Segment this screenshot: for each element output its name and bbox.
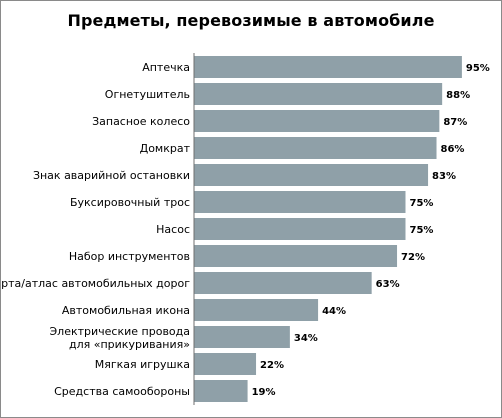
value-label-8: 72% [401,252,425,263]
value-label-2: 88% [446,90,470,101]
value-label-12: 22% [260,360,284,371]
category-label-8: Набор инструментов [69,250,190,263]
bar-3 [194,110,440,132]
chart-title: Предметы, перевозимые в автомобиле [67,11,435,30]
bar-12 [194,353,257,375]
category-label-11: Электрические провода для «прикуривания» [50,325,191,351]
category-label-7: Насос [156,223,190,236]
bar-2 [194,83,443,105]
bar-7 [194,218,406,240]
category-label-12: Мягкая игрушка [95,358,190,371]
value-label-13: 19% [252,387,276,398]
bar-5 [194,164,429,186]
category-label-6: Буксировочный трос [70,196,190,209]
value-label-10: 44% [322,306,346,317]
value-label-3: 87% [443,117,467,128]
category-label-3: Запасное колесо [92,115,190,128]
bar-6 [194,191,406,213]
category-label-9: Карта/атлас автомобильных дорог [1,277,190,290]
category-label-13: Средства самообороны [54,385,190,398]
value-label-4: 86% [441,144,465,155]
value-label-7: 75% [410,225,434,236]
category-label-4: Домкрат [140,142,191,155]
value-label-11: 34% [294,333,318,344]
bar-4 [194,137,437,159]
category-label-1: Аптечка [142,61,190,74]
category-label-10: Автомобильная икона [62,304,190,317]
bar-8 [194,245,398,267]
bar-13 [194,380,248,402]
value-label-5: 83% [432,171,456,182]
value-label-1: 95% [466,63,490,74]
bar-10 [194,299,319,321]
category-label-5: Знак аварийной остановки [33,169,190,182]
category-label-2: Огнетушитель [105,88,190,101]
value-label-9: 63% [376,279,400,290]
bar-9 [194,272,372,294]
bar-1 [194,56,462,78]
value-label-6: 75% [410,198,434,209]
bar-11 [194,326,290,348]
